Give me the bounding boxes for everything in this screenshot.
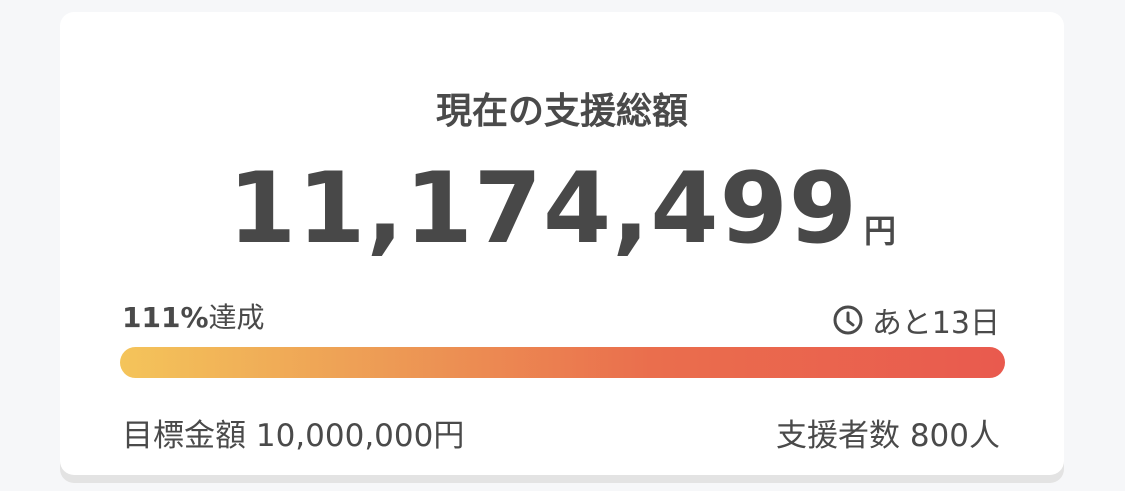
card-title: 現在の支援総額: [435, 91, 688, 132]
achievement-percent: 111%: [122, 301, 209, 334]
amount-value: 11,174,499: [228, 152, 858, 266]
backer-count: 支援者数 800人: [775, 418, 1000, 454]
achievement-rate: 111%達成: [122, 296, 265, 336]
clock-icon: [833, 305, 863, 335]
remaining-text: あと13日: [871, 306, 1000, 341]
total-amount: 11,174,499 円: [60, 152, 1064, 266]
funding-summary-card: 現在の支援総額 11,174,499 円 111%達成 あと13日 目標金額 10…: [60, 12, 1064, 475]
goal-amount: 目標金額 10,000,000円: [122, 418, 465, 454]
achievement-label: 達成: [208, 301, 265, 334]
amount-unit: 円: [863, 212, 896, 250]
progress-bar: [120, 347, 1005, 378]
remaining-time: あと13日: [832, 298, 1000, 342]
